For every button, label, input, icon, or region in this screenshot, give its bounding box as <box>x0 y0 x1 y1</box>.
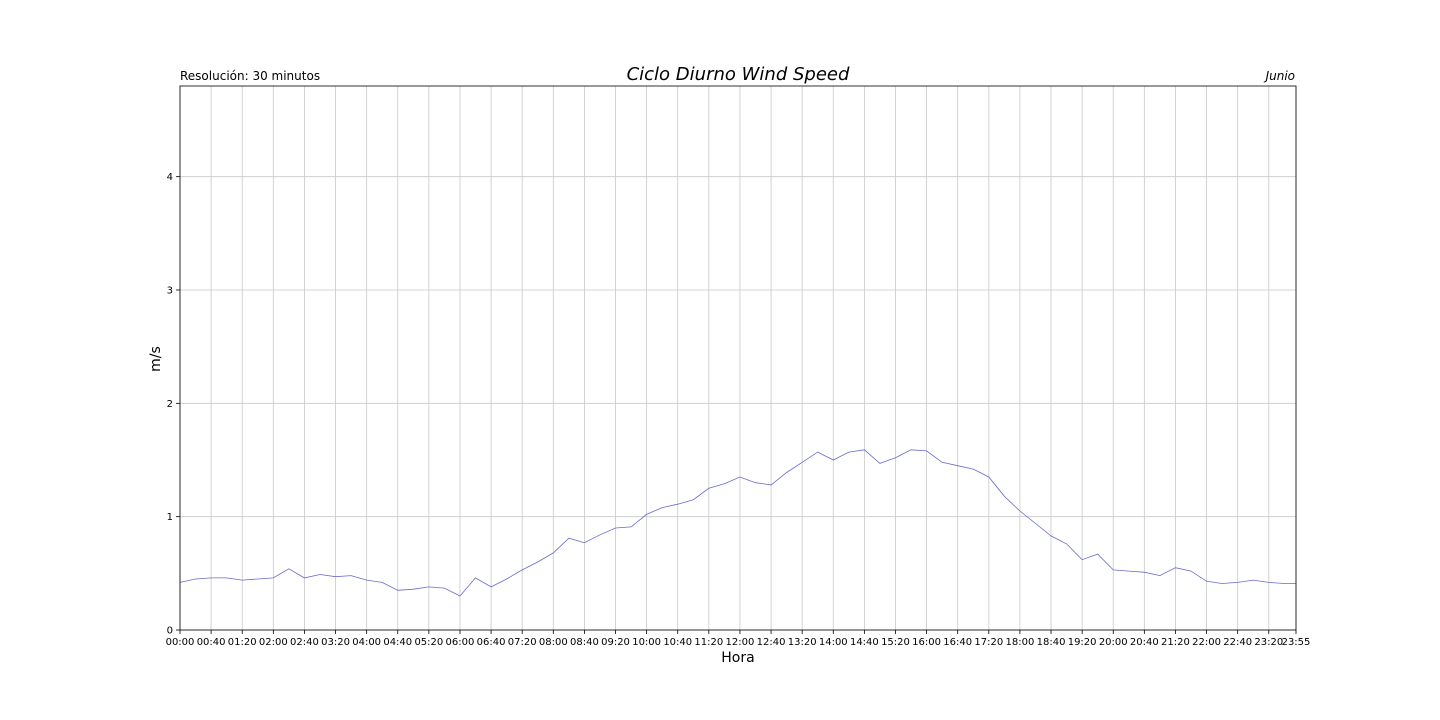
x-tick-label: 00:00 <box>166 637 195 648</box>
x-tick-label: 04:40 <box>383 637 412 648</box>
grid <box>179 86 1297 631</box>
x-tick-label: 10:00 <box>632 637 661 648</box>
x-tick-label: 19:20 <box>1068 637 1097 648</box>
x-tick-label: 00:40 <box>197 637 226 648</box>
chart-subtitle: Resolución: 30 minutos <box>180 69 320 83</box>
x-tick-label: 12:00 <box>726 637 755 648</box>
x-tick-label: 20:00 <box>1099 637 1128 648</box>
x-tick-label: 02:40 <box>290 637 319 648</box>
y-axis-label: m/s <box>148 346 164 372</box>
y-tick-label: 1 <box>167 512 173 523</box>
x-tick-label: 18:00 <box>1006 637 1035 648</box>
series-line-wind-speed <box>179 449 1296 597</box>
x-tick-label: 21:20 <box>1161 637 1190 648</box>
x-tick-label: 22:00 <box>1192 637 1221 648</box>
plot-frame <box>179 85 1297 631</box>
x-tick-label: 16:40 <box>943 637 972 648</box>
x-tick-label: 16:00 <box>912 637 941 648</box>
x-tick-label: 04:00 <box>352 637 381 648</box>
x-tick-label: 22:40 <box>1223 637 1252 648</box>
x-tick-label: 08:40 <box>570 637 599 648</box>
x-tick-label: 06:40 <box>477 637 506 648</box>
x-tick-label: 18:40 <box>1037 637 1066 648</box>
x-tick-label: 14:00 <box>819 637 848 648</box>
x-tick-label: 01:20 <box>228 637 257 648</box>
x-tick-label: 13:20 <box>788 637 817 648</box>
x-tick-label: 12:40 <box>757 637 786 648</box>
x-axis-label: Hora <box>721 650 754 666</box>
chart-title: Ciclo Diurno Wind Speed <box>627 64 850 85</box>
y-tick-label: 4 <box>167 172 173 183</box>
x-tick-label: 08:00 <box>539 637 568 648</box>
x-tick-label: 23:55 <box>1282 637 1311 648</box>
x-axis-ticks: 00:00 00:40 01:20 02:00 02:40 03:20 04:00 04:40… <box>166 630 1311 648</box>
x-tick-label: 14:40 <box>850 637 879 648</box>
y-axis-ticks: 0 1 2 3 4 <box>167 172 180 637</box>
y-tick-label: 3 <box>167 286 173 297</box>
x-tick-label: 09:20 <box>601 637 630 648</box>
x-tick-label: 06:00 <box>446 637 475 648</box>
x-tick-label: 23:20 <box>1254 637 1283 648</box>
x-tick-label: 15:20 <box>881 637 910 648</box>
x-tick-label: 03:20 <box>321 637 350 648</box>
x-tick-label: 05:20 <box>414 637 443 648</box>
x-tick-label: 07:20 <box>508 637 537 648</box>
y-tick-label: 2 <box>167 399 173 410</box>
chart-period-label: Junio <box>1264 69 1295 83</box>
x-tick-label: 17:20 <box>974 637 1003 648</box>
x-tick-label: 02:00 <box>259 637 288 648</box>
x-tick-label: 11:20 <box>694 637 723 648</box>
y-tick-label: 0 <box>167 626 173 637</box>
x-tick-label: 20:40 <box>1130 637 1159 648</box>
x-tick-label: 10:40 <box>663 637 692 648</box>
